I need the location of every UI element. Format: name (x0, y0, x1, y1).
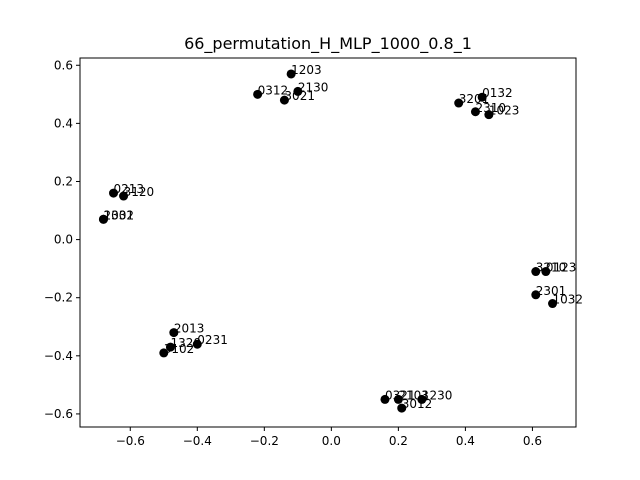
point-label: 1032 (553, 293, 584, 307)
data-point (477, 92, 487, 102)
y-tick-label: −0.6 (44, 407, 73, 421)
data-point (169, 328, 179, 338)
x-tick-label: 0.2 (389, 434, 408, 448)
data-point (454, 98, 464, 108)
x-tick-label: −0.4 (183, 434, 212, 448)
x-tick-label: −0.6 (116, 434, 145, 448)
point-label: 3120 (124, 185, 155, 199)
data-point (98, 214, 108, 224)
plot-area-frame (79, 57, 577, 428)
x-tick-label: 0.4 (456, 434, 475, 448)
point-label: 1320 (170, 336, 201, 350)
x-tick-label: 0.0 (322, 434, 341, 448)
data-point (286, 69, 296, 79)
point-label: 0231 (197, 333, 228, 347)
data-point (192, 339, 202, 349)
y-tick-label: −0.4 (44, 349, 73, 363)
y-tick-label: 0.0 (54, 233, 73, 247)
point-label: 0213 (114, 182, 145, 196)
data-point (548, 299, 558, 309)
data-point (165, 342, 175, 352)
point-label: 2103 (398, 388, 429, 402)
point-label: 2130 (298, 80, 329, 94)
data-point (393, 394, 403, 404)
data-point (397, 403, 407, 413)
data-point (253, 89, 263, 99)
point-label: 2310 (475, 101, 506, 115)
point-label: 0132 (482, 86, 513, 100)
data-point (279, 95, 289, 105)
point-label: 2013 (174, 322, 205, 336)
y-tick-label: 0.2 (54, 174, 73, 188)
x-axis: −0.6 −0.4 −0.2 0.0 0.2 0.4 0.6 (116, 427, 542, 448)
point-label: 1230 (422, 388, 453, 402)
data-point (119, 191, 129, 201)
y-tick-label: 0.4 (54, 116, 73, 130)
data-point (159, 348, 169, 358)
data-point (380, 394, 390, 404)
data-points (98, 69, 558, 413)
point-label: 0123 (546, 261, 577, 275)
data-point (293, 86, 303, 96)
point-label: 1302 (103, 208, 134, 222)
point-label: 3012 (402, 397, 433, 411)
chart-title: 66_permutation_H_MLP_1000_0.8_1 (184, 34, 472, 54)
data-point (531, 267, 541, 277)
point-label: 0312 (258, 83, 289, 97)
x-tick-label: 0.6 (523, 434, 542, 448)
point-label: 0321 (385, 388, 416, 402)
point-label: 3210 (536, 261, 567, 275)
data-point (531, 290, 541, 300)
data-point (484, 110, 494, 120)
point-label: 3102 (164, 342, 195, 356)
point-label: 2301 (536, 284, 567, 298)
point-label: 3021 (284, 89, 315, 103)
data-point (417, 394, 427, 404)
point-label: 2031 (103, 208, 134, 222)
point-label: 3201 (459, 92, 490, 106)
data-point (470, 107, 480, 117)
point-label: 1203 (291, 63, 322, 77)
point-label: 1023 (489, 104, 520, 118)
y-tick-label: −0.2 (44, 291, 73, 305)
x-tick-label: −0.2 (250, 434, 279, 448)
data-point (541, 267, 551, 277)
y-axis: −0.6 −0.4 −0.2 0.0 0.2 0.4 0.6 (44, 58, 80, 421)
data-point (109, 188, 119, 198)
y-tick-label: 0.6 (54, 58, 73, 72)
